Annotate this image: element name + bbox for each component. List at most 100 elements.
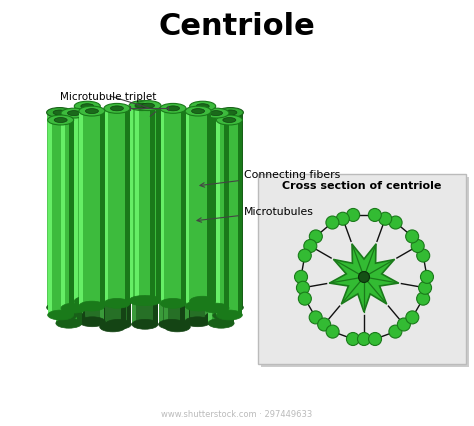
Polygon shape [56, 129, 82, 323]
Polygon shape [205, 122, 231, 317]
Ellipse shape [164, 128, 190, 138]
Circle shape [326, 216, 339, 230]
Polygon shape [206, 127, 211, 322]
Polygon shape [126, 109, 130, 304]
Polygon shape [182, 109, 186, 304]
Ellipse shape [196, 104, 209, 109]
Polygon shape [201, 139, 229, 143]
Ellipse shape [132, 320, 158, 329]
Polygon shape [216, 121, 242, 315]
Polygon shape [201, 153, 229, 157]
Polygon shape [180, 130, 185, 325]
Ellipse shape [46, 108, 73, 118]
Ellipse shape [219, 118, 232, 124]
Ellipse shape [79, 123, 105, 132]
Polygon shape [48, 121, 73, 315]
Polygon shape [239, 113, 243, 308]
Ellipse shape [105, 320, 131, 329]
Polygon shape [61, 114, 87, 308]
Text: Centriole: Centriole [159, 12, 315, 41]
Text: Connecting fibers: Connecting fibers [200, 170, 340, 188]
Polygon shape [61, 180, 89, 184]
Ellipse shape [79, 302, 105, 311]
Polygon shape [100, 132, 126, 327]
Polygon shape [201, 304, 229, 308]
Polygon shape [201, 194, 229, 198]
Ellipse shape [61, 109, 87, 119]
Polygon shape [164, 132, 190, 327]
Polygon shape [61, 222, 89, 225]
Ellipse shape [65, 120, 78, 125]
Ellipse shape [59, 118, 85, 127]
Circle shape [406, 311, 419, 324]
Polygon shape [201, 125, 229, 129]
Ellipse shape [205, 118, 231, 127]
Ellipse shape [185, 123, 211, 132]
Polygon shape [100, 132, 104, 327]
Polygon shape [201, 262, 229, 267]
Polygon shape [203, 114, 229, 308]
Ellipse shape [218, 303, 243, 313]
Polygon shape [100, 112, 105, 306]
Polygon shape [190, 107, 193, 302]
Polygon shape [61, 262, 89, 267]
Ellipse shape [203, 109, 229, 119]
Ellipse shape [218, 108, 243, 118]
Ellipse shape [63, 127, 75, 131]
Ellipse shape [138, 127, 152, 132]
Polygon shape [79, 112, 105, 306]
Circle shape [304, 240, 317, 253]
Ellipse shape [104, 299, 130, 308]
Polygon shape [201, 235, 229, 239]
Polygon shape [61, 125, 89, 129]
Polygon shape [132, 130, 136, 325]
Ellipse shape [51, 116, 77, 126]
Circle shape [411, 240, 424, 253]
Circle shape [357, 333, 371, 345]
Polygon shape [208, 129, 212, 323]
Polygon shape [150, 106, 155, 301]
Circle shape [417, 250, 430, 262]
Ellipse shape [74, 296, 100, 306]
Ellipse shape [159, 320, 185, 329]
Polygon shape [51, 121, 77, 316]
Ellipse shape [106, 130, 119, 135]
Polygon shape [82, 114, 87, 308]
Ellipse shape [110, 106, 123, 112]
Ellipse shape [100, 128, 126, 138]
Circle shape [358, 272, 370, 283]
Polygon shape [185, 127, 211, 322]
Ellipse shape [190, 296, 216, 306]
Ellipse shape [112, 127, 125, 132]
Ellipse shape [59, 312, 85, 322]
Polygon shape [218, 113, 243, 308]
Circle shape [298, 250, 311, 262]
Circle shape [368, 209, 381, 222]
Polygon shape [154, 130, 158, 325]
Ellipse shape [132, 125, 158, 135]
Circle shape [420, 271, 434, 284]
Ellipse shape [86, 125, 99, 130]
Polygon shape [135, 106, 161, 301]
Polygon shape [201, 222, 229, 225]
Circle shape [419, 282, 431, 294]
Ellipse shape [160, 104, 186, 114]
Text: Microtubules: Microtubules [197, 207, 314, 223]
Polygon shape [61, 167, 89, 170]
Ellipse shape [67, 111, 81, 116]
Polygon shape [213, 121, 217, 316]
Polygon shape [160, 109, 186, 304]
Circle shape [389, 325, 402, 338]
Polygon shape [56, 129, 60, 323]
Polygon shape [208, 129, 234, 323]
Ellipse shape [213, 116, 239, 126]
Polygon shape [74, 107, 78, 302]
Polygon shape [73, 121, 77, 316]
Circle shape [336, 213, 349, 226]
FancyBboxPatch shape [261, 178, 469, 367]
Ellipse shape [166, 106, 180, 112]
Ellipse shape [53, 111, 66, 116]
Ellipse shape [215, 127, 228, 131]
Polygon shape [121, 132, 126, 327]
Polygon shape [186, 132, 190, 327]
